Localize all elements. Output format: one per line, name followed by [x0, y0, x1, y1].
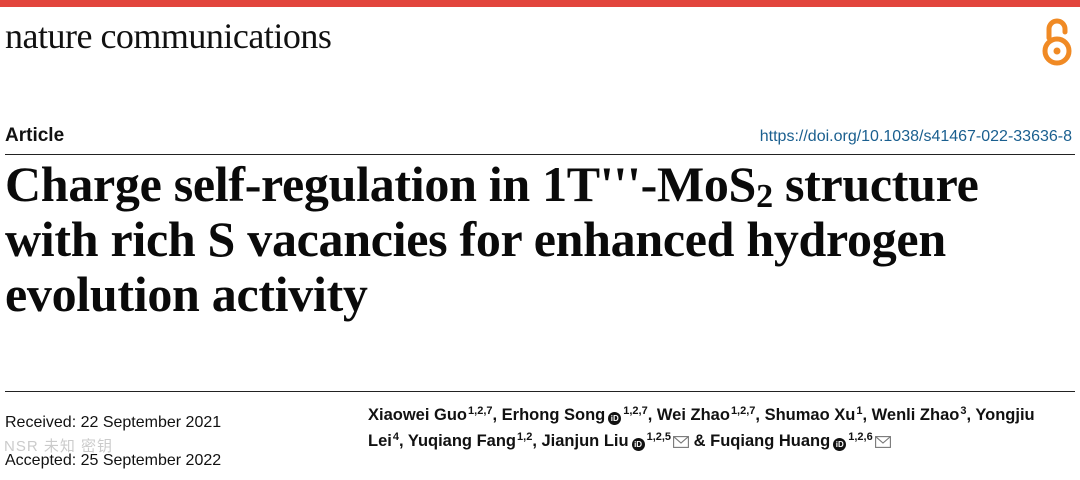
author[interactable]: Wenli Zhao3: [871, 405, 967, 425]
author[interactable]: Wei Zhao1,2,7: [656, 405, 756, 425]
author[interactable]: & Fuqiang Huang iD1,2,6: [693, 431, 891, 451]
mail-icon[interactable]: [874, 430, 891, 456]
author-affiliation: 1,2,6: [848, 431, 873, 443]
journal-name[interactable]: nature communications: [5, 16, 332, 56]
open-access-icon: [1042, 18, 1072, 66]
divider-top: [5, 154, 1075, 155]
received-date: Received: 22 September 2021: [5, 414, 222, 431]
author-name[interactable]: Xiaowei Guo: [368, 406, 468, 424]
top-accent-bar: [0, 0, 1080, 7]
mail-icon[interactable]: [673, 430, 689, 456]
article-title: Charge self-regulation in 1T'''-MoS2 str…: [5, 157, 1077, 322]
author-name[interactable]: Yuqiang Fang: [407, 432, 517, 450]
divider-bottom: [5, 391, 1075, 392]
author-name[interactable]: Erhong Song: [501, 406, 606, 424]
author-affiliation: 1,2,7: [468, 405, 493, 417]
orcid-icon[interactable]: iD: [833, 438, 847, 451]
author-name[interactable]: Yongjiu Lei: [368, 406, 1035, 450]
title-line-2: with rich S vacancies for enhanced hydro…: [5, 211, 946, 267]
author-affiliation: 1: [856, 405, 863, 417]
author-name[interactable]: Fuqiang Huang: [710, 432, 831, 450]
author[interactable]: Xiaowei Guo1,2,7: [368, 405, 493, 425]
title-line-3: evolution activity: [5, 266, 368, 322]
orcid-icon[interactable]: iD: [631, 438, 645, 451]
author-affiliation: 1,2,7: [623, 405, 648, 417]
article-type: Article: [5, 125, 65, 146]
watermark: NSR 未知 密钥: [4, 438, 114, 455]
author-affiliation: 1,2,5: [646, 431, 672, 443]
author-affiliation: 1,2: [517, 431, 533, 443]
author[interactable]: Shumao Xu1: [764, 405, 863, 425]
doi-link[interactable]: https://doi.org/10.1038/s41467-022-33636…: [759, 128, 1072, 145]
title-line-1: Charge self-regulation in 1T'''-MoS2 str…: [5, 156, 979, 215]
author-affiliation: 1,2,7: [730, 405, 756, 417]
author-name[interactable]: Shumao Xu: [764, 406, 856, 424]
author-conjunction: &: [693, 432, 711, 450]
author-affiliation: 4: [392, 431, 399, 443]
author[interactable]: Yuqiang Fang1,2: [407, 431, 533, 451]
author[interactable]: Erhong Song iD1,2,7: [501, 405, 648, 425]
orcid-icon[interactable]: iD: [608, 412, 622, 425]
author-name[interactable]: Wei Zhao: [656, 406, 730, 424]
author-affiliation: 3: [960, 405, 967, 417]
dates-block: Received: 22 September 2021 Accepted: 25…: [5, 404, 221, 480]
author-list: Xiaowei Guo1,2,7, Erhong Song iD1,2,7, We…: [368, 402, 1073, 456]
author[interactable]: Jianjun Liu iD1,2,5: [541, 431, 689, 451]
author-name[interactable]: Wenli Zhao: [871, 406, 960, 424]
author[interactable]: Yongjiu Lei4: [368, 406, 1035, 450]
author-name[interactable]: Jianjun Liu: [541, 432, 629, 450]
accepted-date: Accepted: 25 September 2022: [5, 452, 222, 469]
